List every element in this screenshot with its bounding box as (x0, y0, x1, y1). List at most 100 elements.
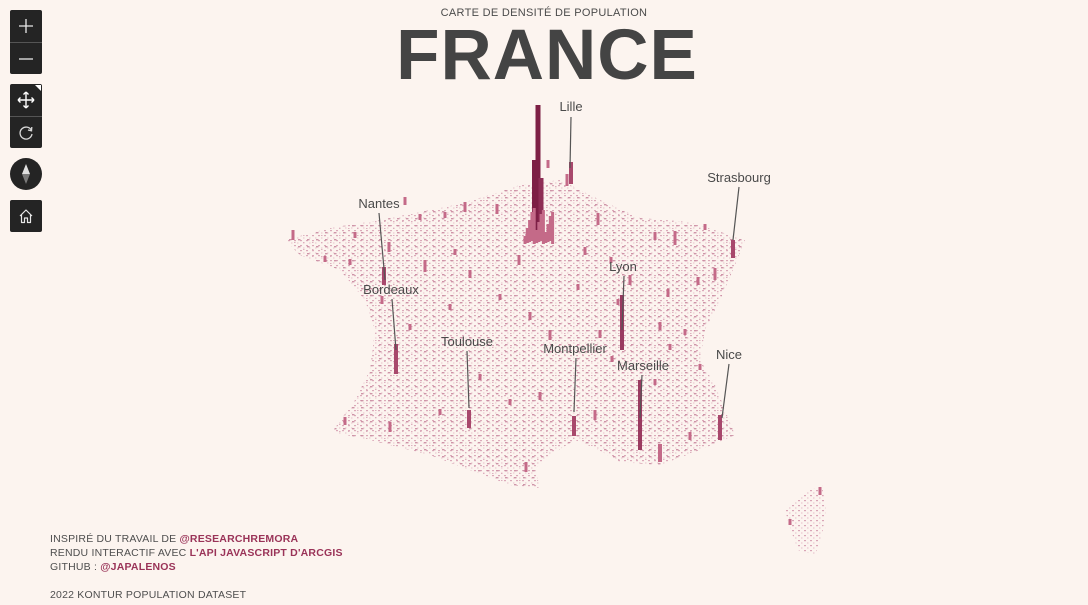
population-spike (323, 256, 327, 262)
population-spike (408, 324, 412, 330)
population-spike (448, 304, 452, 310)
arcgis-api-link[interactable]: L'API JAVASCRIPT D'ARCGIS (189, 547, 343, 559)
population-spike (532, 208, 536, 244)
population-spike (653, 379, 657, 385)
population-spike (538, 178, 544, 238)
population-spike (348, 259, 352, 265)
pan-mode-button[interactable] (10, 84, 42, 116)
population-spike (387, 242, 391, 252)
population-spike (609, 257, 613, 263)
population-spikes (291, 105, 822, 525)
navigation-toggle (10, 84, 42, 148)
population-spike (548, 330, 552, 340)
home-control (10, 200, 42, 232)
population-spike (495, 204, 499, 214)
rotate-mode-button[interactable] (10, 116, 42, 148)
home-button[interactable] (10, 200, 42, 232)
city-label-bordeaux[interactable]: Bordeaux (363, 282, 419, 297)
credit-arcgis-text: RENDU INTERACTIF AVEC (50, 547, 190, 559)
population-spike (731, 240, 735, 258)
population-spike (544, 232, 548, 243)
population-spike (696, 277, 700, 285)
population-spike (658, 322, 662, 330)
credit-inspiration-text: INSPIRÉ DU TRAVAIL DE (50, 533, 180, 545)
population-spike (546, 224, 550, 242)
population-spike (388, 422, 392, 432)
population-spike (788, 519, 792, 525)
credit-github: GITHUB : @JAPALENOS (50, 560, 176, 574)
population-spike (683, 329, 687, 335)
population-spike (443, 212, 447, 218)
population-spike (593, 410, 597, 420)
city-label-marseille[interactable]: Marseille (616, 358, 670, 373)
population-spike (535, 230, 538, 243)
population-spike (467, 410, 471, 428)
zoom-out-button[interactable] (10, 42, 42, 74)
corsica (785, 485, 826, 555)
population-spike (382, 267, 386, 285)
zoom-controls (10, 10, 42, 74)
population-spike (698, 364, 702, 370)
population-spike (572, 416, 576, 436)
zoom-in-button[interactable] (10, 10, 42, 42)
compass-button[interactable] (10, 158, 42, 190)
population-spike (616, 299, 620, 305)
population-spike (546, 160, 550, 168)
zoom-in-icon (19, 19, 33, 33)
population-spike (498, 294, 502, 300)
population-spike (565, 174, 569, 186)
population-spike (291, 230, 295, 240)
population-spike (468, 270, 472, 278)
pan-icon (17, 91, 35, 109)
github-link[interactable]: @JAPALENOS (100, 561, 176, 573)
population-spike (703, 224, 707, 230)
population-spike (538, 392, 542, 400)
population-spike (541, 210, 545, 244)
population-spike (525, 234, 529, 243)
population-spike (610, 356, 614, 362)
city-label-lyon[interactable]: Lyon (609, 259, 637, 274)
population-spike (478, 374, 482, 380)
population-spike (658, 444, 662, 462)
population-spike (523, 236, 527, 244)
population-spike (718, 415, 722, 440)
population-spike (598, 330, 602, 338)
active-mode-indicator (35, 85, 41, 91)
population-spike (668, 344, 672, 350)
city-label-nantes[interactable]: Nantes (358, 196, 400, 211)
map-title: FRANCE (396, 16, 698, 95)
population-spike (576, 284, 580, 290)
population-spike (666, 289, 670, 297)
population-spike (548, 216, 552, 241)
city-label-nice[interactable]: Nice (715, 347, 743, 362)
population-spike (418, 214, 422, 220)
population-spike (343, 417, 347, 425)
credit-inspiration: INSPIRÉ DU TRAVAIL DE @RESEARCHREMORA (50, 532, 298, 546)
city-label-toulouse[interactable]: Toulouse (440, 334, 494, 349)
population-spike (569, 162, 573, 184)
population-spike (537, 222, 541, 242)
rotate-icon (19, 125, 33, 140)
city-label-strasbourg[interactable]: Strasbourg (707, 170, 771, 185)
population-spike (628, 275, 632, 285)
population-spike (394, 344, 398, 374)
population-spike (528, 220, 532, 242)
population-spike (530, 212, 534, 241)
population-spike (818, 487, 822, 495)
population-spike (583, 247, 587, 255)
france-density-layer (285, 180, 745, 488)
population-spike (596, 213, 600, 225)
population-spike (539, 214, 543, 241)
population-spike (403, 197, 407, 205)
city-label-lille[interactable]: Lille (559, 99, 583, 114)
population-spike (517, 255, 521, 265)
population-spike (713, 268, 717, 280)
population-spike (688, 432, 692, 440)
credit-dataset: 2022 KONTUR POPULATION DATASET (50, 589, 247, 601)
researchremora-link[interactable]: @RESEARCHREMORA (179, 533, 299, 545)
city-label-montpellier[interactable]: Montpellier (543, 341, 607, 356)
population-spike (380, 296, 384, 304)
credit-github-text: GITHUB : (50, 561, 101, 573)
